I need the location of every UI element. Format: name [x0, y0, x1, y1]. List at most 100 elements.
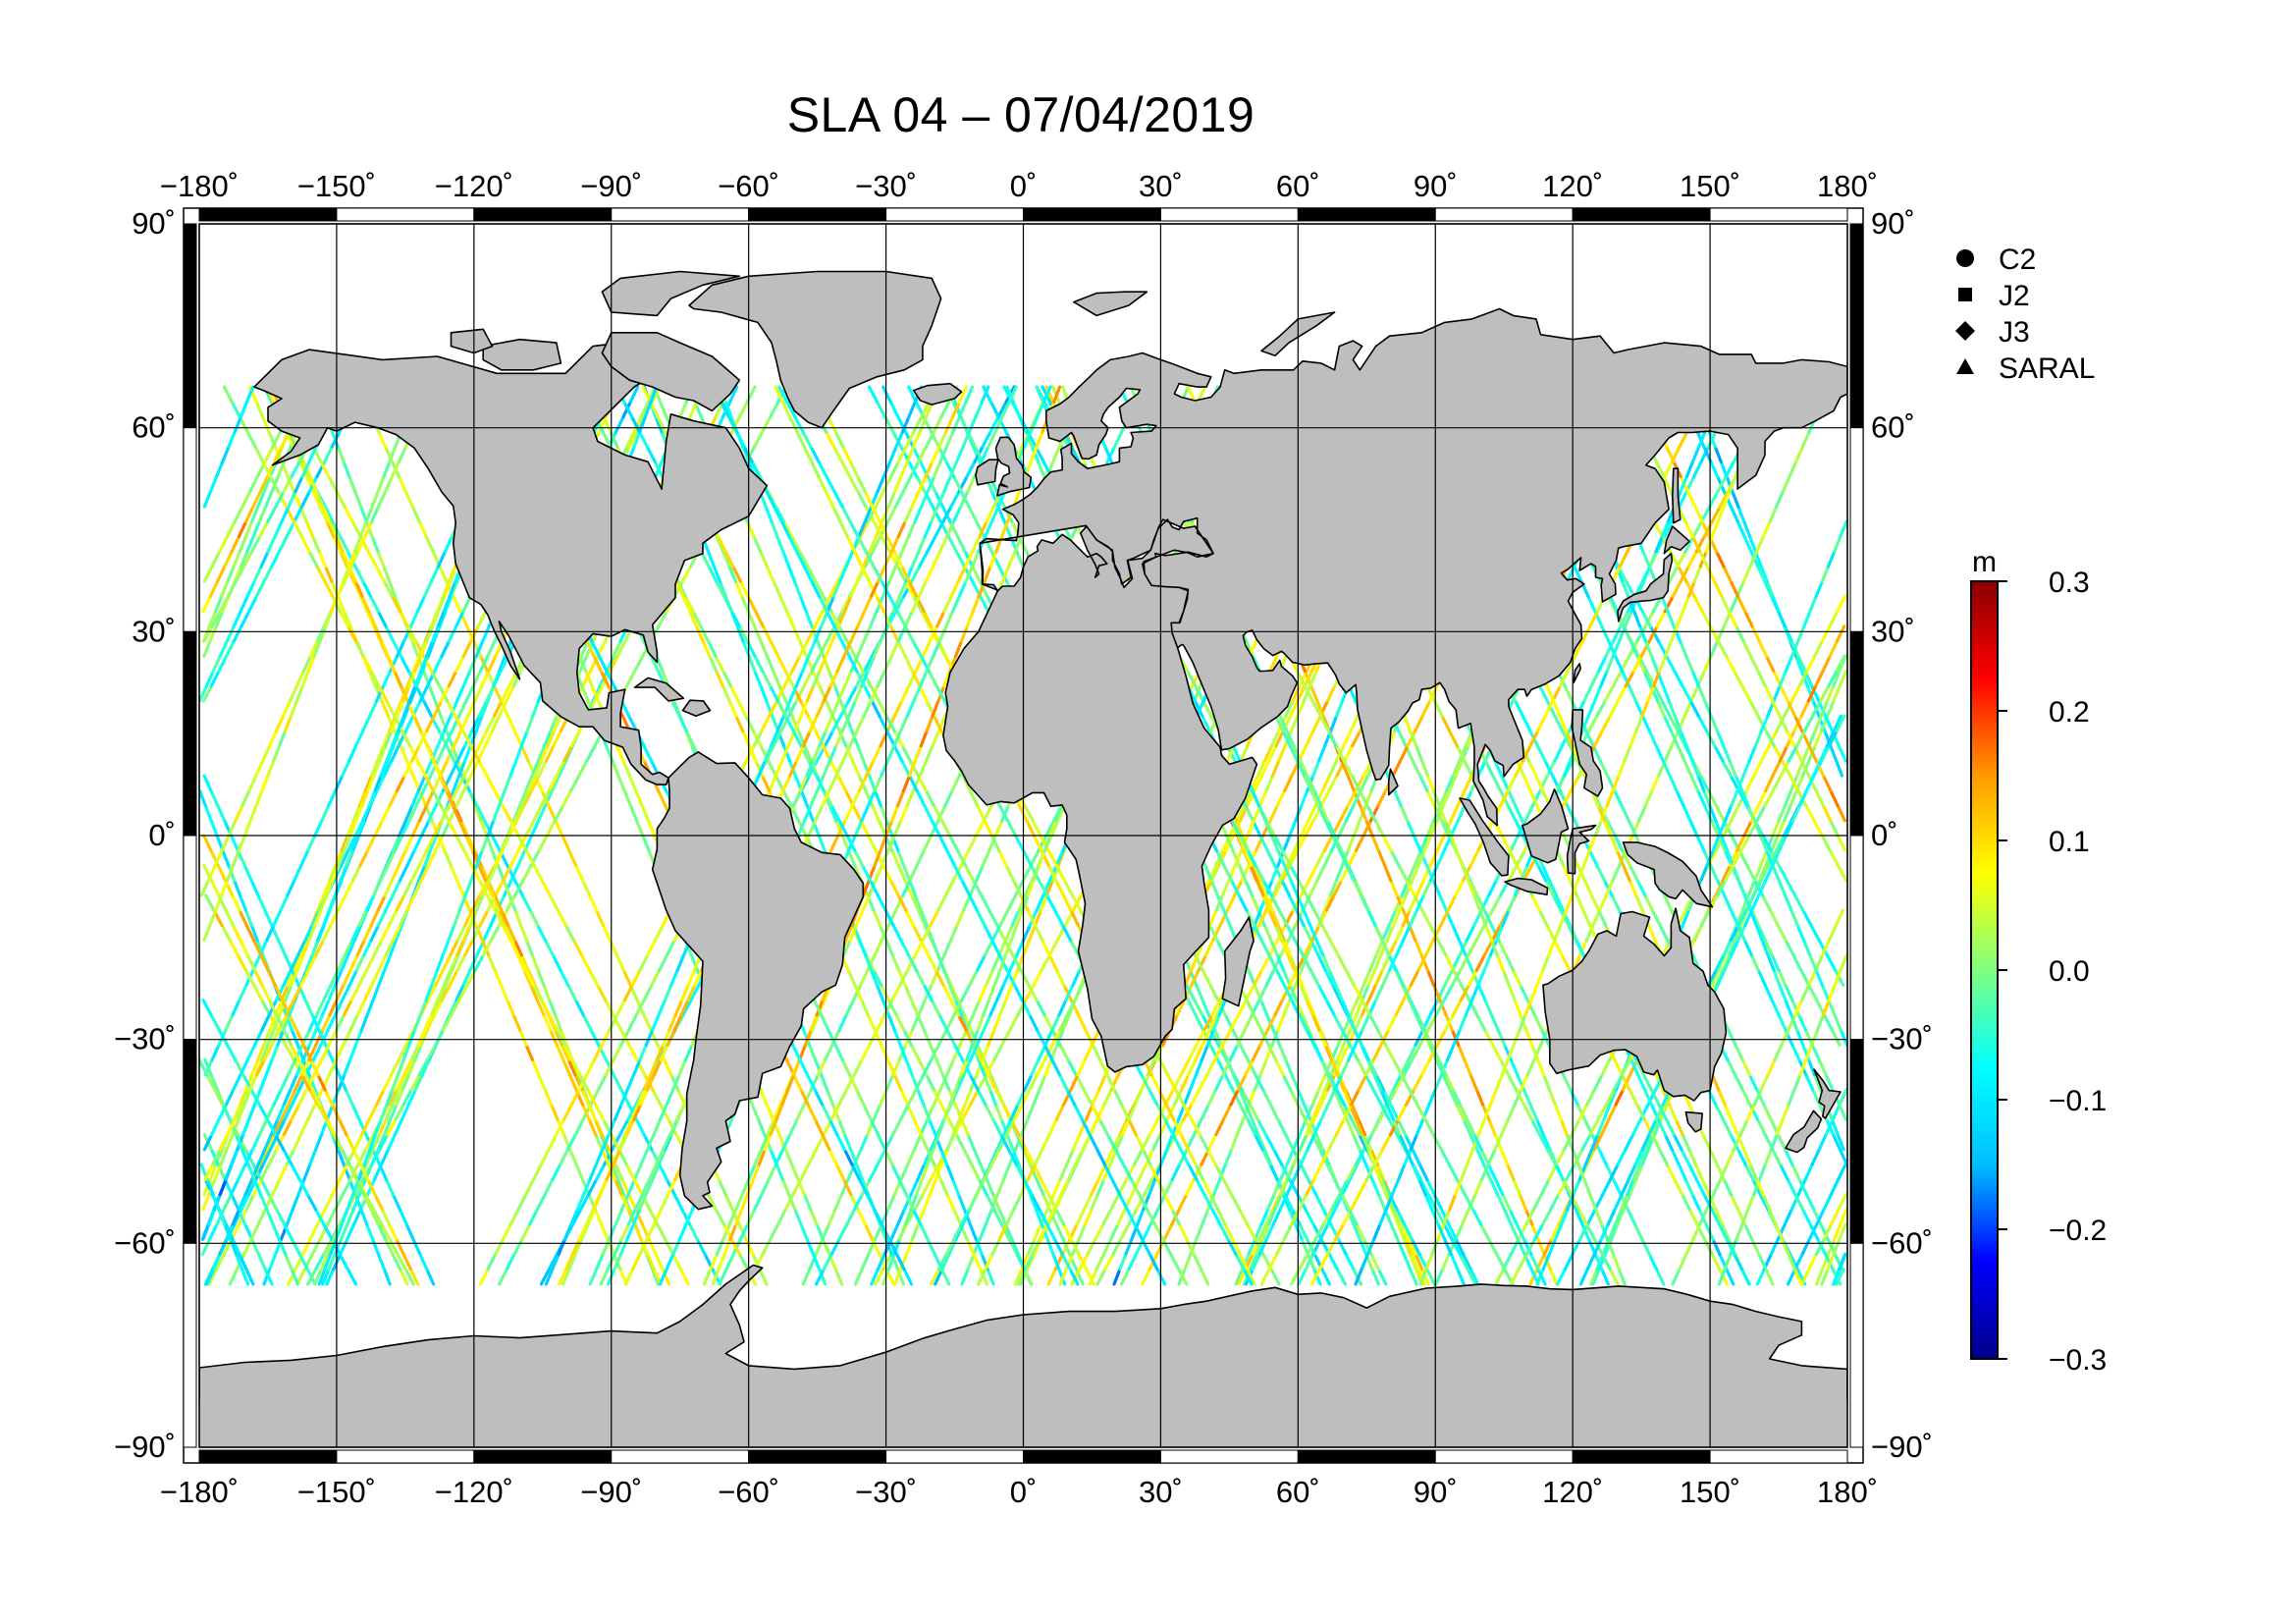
north-america — [253, 338, 769, 785]
circle-marker-icon — [1956, 249, 1974, 267]
sumatra — [1459, 797, 1510, 877]
sulawesi — [1566, 824, 1597, 875]
colorbar-unit: m — [1972, 546, 1997, 578]
lat-tick-label-right: −30˚ — [1871, 1022, 1933, 1056]
lon-tick-label-bottom: 30˚ — [1139, 1475, 1183, 1509]
colorbar-tick-label: 0.2 — [2049, 696, 2090, 729]
sri-lanka — [1387, 768, 1399, 796]
axis-tick-labels: −180˚ −180˚ −150˚ −150˚ −120˚ −120˚ −90˚ −90˚ −6… — [114, 169, 1933, 1509]
page-title: SLA 04 – 07/04/2019 — [786, 87, 1255, 142]
lat-tick-label-left: −30˚ — [114, 1022, 176, 1056]
lon-tick-label-bottom: −180˚ — [160, 1475, 239, 1509]
lat-tick-label-left: 30˚ — [132, 614, 176, 648]
colorbar-tick-label: −0.1 — [2049, 1085, 2107, 1117]
colorbar-tick-label: 0.3 — [2049, 567, 2090, 599]
new-guinea — [1622, 841, 1714, 908]
lon-tick-label-top: 30˚ — [1139, 169, 1183, 203]
ellesmere — [601, 270, 741, 317]
map-frame — [183, 207, 1864, 1464]
lat-tick-label-right: −90˚ — [1871, 1430, 1933, 1464]
colorbar-tick-label: −0.3 — [2049, 1344, 2107, 1377]
lon-tick-label-top: −180˚ — [160, 169, 239, 203]
lon-tick-label-top: 0˚ — [1010, 169, 1038, 203]
sla-track — [1290, 385, 1776, 1286]
lon-tick-label-top: 60˚ — [1276, 169, 1320, 203]
legend-label: C2 — [1999, 243, 2036, 276]
lon-tick-label-bottom: −30˚ — [855, 1475, 917, 1509]
lat-tick-label-right: 60˚ — [1871, 410, 1915, 445]
lon-tick-label-top: −90˚ — [580, 169, 642, 203]
colorbar-gradient — [1970, 580, 1999, 1360]
borneo — [1522, 788, 1570, 864]
colorbar-tick-label: 0.1 — [2049, 826, 2090, 858]
lon-tick-label-top: −30˚ — [855, 169, 917, 203]
sla-track — [614, 385, 1080, 1286]
hokkaido — [1663, 525, 1690, 555]
south-america — [651, 751, 865, 1211]
svalbard — [1073, 291, 1148, 317]
lon-tick-label-bottom: 180˚ — [1817, 1475, 1878, 1509]
legend-item-c2: C2 — [1956, 243, 2036, 276]
sla-track — [712, 385, 1167, 1286]
java — [1504, 877, 1549, 895]
lon-tick-label-top: 180˚ — [1817, 169, 1878, 203]
lon-tick-label-bottom: 120˚ — [1542, 1475, 1603, 1509]
lon-tick-label-bottom: 90˚ — [1414, 1475, 1458, 1509]
sakhalin — [1672, 467, 1682, 524]
canadian-arctic-baffin — [601, 332, 741, 412]
taiwan — [1573, 663, 1581, 684]
hispaniola — [681, 699, 712, 717]
lat-tick-label-left: 0˚ — [148, 818, 176, 852]
lat-tick-label-left: 90˚ — [132, 206, 176, 241]
lon-tick-label-bottom: 0˚ — [1010, 1475, 1038, 1509]
legend-item-j3: J3 — [1955, 316, 2030, 349]
lon-tick-label-bottom: 150˚ — [1680, 1475, 1740, 1509]
australia — [1542, 907, 1728, 1102]
triangle-marker-icon — [1956, 358, 1974, 374]
lat-tick-label-left: 60˚ — [132, 410, 176, 445]
madagascar — [1221, 916, 1255, 1007]
lon-tick-label-top: −120˚ — [435, 169, 513, 203]
great-britain — [994, 436, 1033, 497]
sla-track — [262, 385, 722, 1286]
colorbar-tick-label: 0.0 — [2049, 955, 2090, 988]
lat-tick-label-left: −60˚ — [114, 1225, 176, 1260]
lat-tick-label-right: 90˚ — [1871, 206, 1915, 241]
colorbar-tick-label: −0.2 — [2049, 1215, 2107, 1247]
banks-island — [450, 328, 494, 354]
legend-label: J3 — [1999, 316, 2030, 349]
japan — [1617, 552, 1674, 622]
philippines — [1571, 709, 1604, 797]
victoria-island — [482, 338, 562, 371]
sla-track — [202, 385, 1847, 1286]
eurasia-africa — [942, 307, 1847, 1073]
new-zealand-south — [1785, 1109, 1823, 1154]
cuba — [633, 676, 685, 702]
legend-label: J2 — [1999, 280, 2030, 312]
lat-tick-label-left: −90˚ — [114, 1430, 176, 1464]
lat-tick-label-right: −60˚ — [1871, 1225, 1933, 1260]
ireland — [975, 459, 999, 486]
tasmania — [1684, 1110, 1703, 1133]
lon-tick-label-top: 120˚ — [1542, 169, 1603, 203]
legend-label: SARAL — [1999, 352, 2095, 385]
sla-track — [203, 385, 1847, 1286]
lon-tick-label-top: 150˚ — [1680, 169, 1740, 203]
lat-tick-label-right: 0˚ — [1871, 818, 1898, 852]
lat-tick-label-right: 30˚ — [1871, 614, 1915, 648]
lon-tick-label-bottom: −120˚ — [435, 1475, 513, 1509]
lon-tick-label-bottom: −90˚ — [580, 1475, 642, 1509]
lon-tick-label-bottom: −60˚ — [718, 1475, 779, 1509]
diamond-marker-icon — [1955, 321, 1975, 341]
lon-tick-label-top: −60˚ — [718, 169, 779, 203]
lon-tick-label-bottom: 60˚ — [1276, 1475, 1320, 1509]
legend-item-j2: J2 — [1958, 280, 2030, 312]
lon-tick-label-top: 90˚ — [1414, 169, 1458, 203]
lon-tick-label-top: −150˚ — [297, 169, 376, 203]
square-marker-icon — [1958, 288, 1972, 301]
iceland — [912, 382, 963, 406]
lon-tick-label-bottom: −150˚ — [297, 1475, 376, 1509]
